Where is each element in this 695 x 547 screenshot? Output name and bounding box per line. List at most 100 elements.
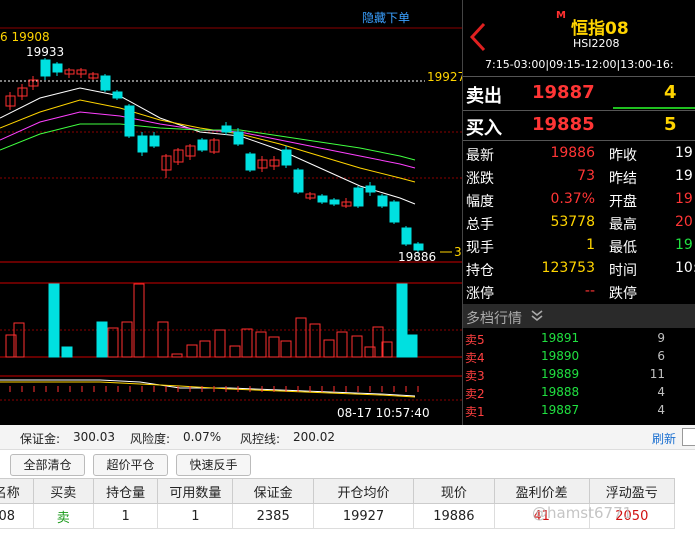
- depth-price[interactable]: 19888: [541, 385, 580, 399]
- account-risk-bar: 保证金: 300.03 风险度: 0.07% 风控线: 200.02 刷新: [0, 425, 695, 450]
- candle-body: [28, 79, 39, 87]
- sell-price[interactable]: 19887: [532, 82, 595, 103]
- stat-value: 19: [675, 168, 693, 184]
- depth-label: 卖5: [465, 333, 485, 347]
- candle-body: [329, 199, 340, 205]
- over-price-close-button[interactable]: 超价平仓: [93, 454, 168, 476]
- contract-marker: M: [556, 10, 566, 21]
- cell-current-price: 19886: [413, 503, 495, 529]
- volume-bar: [171, 353, 183, 358]
- candle-body: [293, 169, 304, 193]
- stat-value: 53778: [550, 214, 595, 230]
- candle-body: [245, 153, 256, 171]
- candle-body: [64, 69, 75, 75]
- oscillator-line: [0, 381, 416, 398]
- volume-bar: [241, 328, 253, 358]
- buy-volume: 5: [664, 114, 677, 135]
- stat-label: 涨跌: [466, 171, 494, 187]
- hide-orders-link[interactable]: 隐藏下单: [361, 11, 410, 25]
- column-header[interactable]: 可用数量: [157, 478, 234, 504]
- close-all-button[interactable]: 全部清仓: [10, 454, 85, 476]
- depth-price[interactable]: 19890: [541, 349, 580, 363]
- cell-position: 1: [92, 503, 159, 529]
- double-chevron-down-icon: [531, 310, 543, 322]
- cell-float-pnl: 2050: [588, 503, 676, 529]
- candle-body: [52, 63, 63, 73]
- column-header[interactable]: 浮动盈亏: [588, 478, 676, 504]
- candle-body: [353, 187, 364, 207]
- volume-bar: [323, 339, 335, 358]
- refresh-icon-box[interactable]: [682, 428, 695, 446]
- candle-body: [269, 159, 280, 167]
- depth-volume: 11: [649, 367, 665, 381]
- right-marker: 3: [454, 245, 462, 259]
- risk-label: 风险度:: [130, 432, 171, 446]
- depth-price[interactable]: 19887: [541, 403, 580, 417]
- candle-body: [17, 87, 28, 97]
- candle-body: [5, 95, 16, 107]
- candle-body: [233, 131, 244, 145]
- positions-header-row: 名称 买卖 持仓量 可用数量 保证金 开仓均价 现价 盈利价差 浮动盈亏: [0, 478, 676, 504]
- trading-panel: 保证金: 300.03 风险度: 0.07% 风控线: 200.02 刷新 全部…: [0, 425, 695, 547]
- column-header[interactable]: 现价: [413, 478, 495, 504]
- depth-header[interactable]: 多档行情: [463, 304, 695, 328]
- column-header[interactable]: 盈利价差: [493, 478, 590, 504]
- candle-body: [305, 193, 316, 199]
- depth-label: 卖2: [465, 387, 485, 401]
- depth-volume: 6: [657, 349, 665, 363]
- column-header[interactable]: 买卖: [32, 478, 94, 504]
- oscillator-lines: [0, 379, 419, 398]
- divider: [463, 76, 695, 77]
- stat-label: 现手: [466, 240, 494, 256]
- volume-bar: [364, 346, 376, 358]
- cell-available: 1: [157, 503, 234, 529]
- candle-body: [76, 69, 87, 75]
- volume-bar: [13, 322, 25, 358]
- back-arrow-icon[interactable]: [469, 22, 487, 52]
- positions-table: 名称 买卖 持仓量 可用数量 保证金 开仓均价 现价 盈利价差 浮动盈亏 08 …: [0, 478, 676, 529]
- chart-datetime: 08-17 10:57:40: [337, 406, 430, 420]
- candle-body: [257, 159, 268, 169]
- kline-chart[interactable]: 隐藏下单 6 19908 19933 19927 19886 3 08-17 1…: [0, 0, 462, 425]
- candle-body: [149, 135, 160, 147]
- stat-value: 0.37%: [550, 191, 595, 207]
- volume-bar: [396, 283, 408, 358]
- volume-bar: [107, 327, 119, 358]
- refresh-link[interactable]: 刷新: [652, 432, 677, 446]
- stat-label: 昨收: [609, 148, 637, 164]
- cell-price-diff: 41: [493, 503, 590, 529]
- table-row[interactable]: 08 卖 1 1 2385 19927 19886 41 2050: [0, 503, 676, 529]
- volume-bar: [96, 321, 108, 358]
- volume-bar: [186, 344, 198, 358]
- stat-value: 19886: [550, 145, 595, 161]
- volume-bar: [157, 321, 169, 358]
- depth-price[interactable]: 19889: [541, 367, 580, 381]
- column-header[interactable]: 保证金: [232, 478, 314, 504]
- stat-value: 10:5: [675, 260, 695, 276]
- volume-bar: [295, 317, 307, 358]
- candle-body: [341, 201, 352, 207]
- column-header[interactable]: 持仓量: [92, 478, 159, 504]
- quick-reverse-button[interactable]: 快速反手: [176, 454, 251, 476]
- stat-label: 幅度: [466, 194, 494, 210]
- high-price-label: 19933: [26, 45, 65, 59]
- top-left-label: 6 19908: [0, 30, 50, 44]
- depth-price[interactable]: 19891: [541, 331, 580, 345]
- candle-body: [221, 125, 232, 133]
- cell-name: 08: [0, 503, 34, 529]
- column-header[interactable]: 名称: [0, 478, 34, 504]
- buy-price[interactable]: 19885: [532, 114, 595, 135]
- volume-bars: [5, 283, 418, 358]
- candle-body: [124, 105, 135, 137]
- sell-volume: 4: [664, 82, 677, 103]
- trading-hours: 7:15-03:00|09:15-12:00|13:00-16:: [485, 58, 674, 71]
- divider: [463, 140, 695, 141]
- volume-bar: [309, 323, 321, 358]
- stat-value: 123753: [541, 260, 595, 276]
- stat-label: 持仓: [466, 263, 494, 279]
- column-header[interactable]: 开仓均价: [312, 478, 415, 504]
- stat-value: 1: [586, 237, 595, 253]
- kline-chart-svg: [0, 27, 462, 401]
- volume-bar: [5, 334, 17, 358]
- volume-bar: [255, 331, 267, 358]
